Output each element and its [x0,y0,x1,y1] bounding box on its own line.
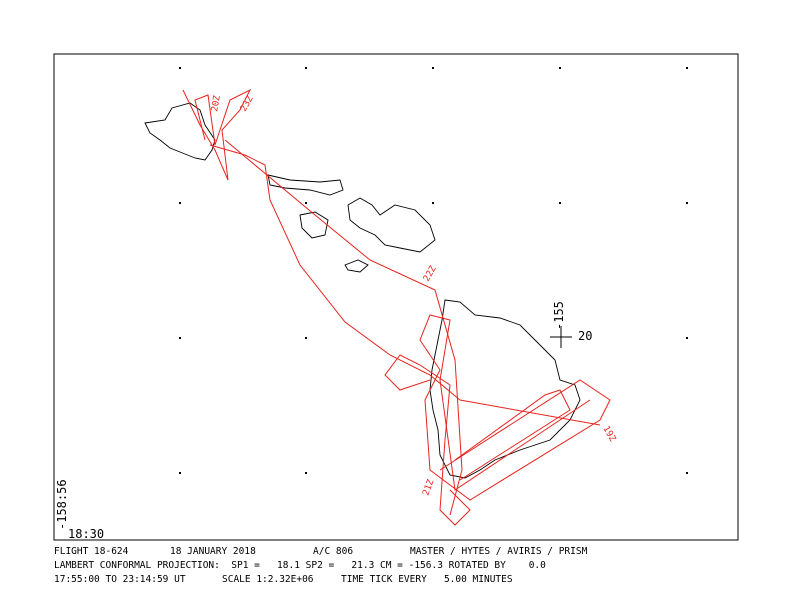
time-range: 17:55:00 TO 23:14:59 UT [54,574,186,585]
flight-id: FLIGHT 18-624 [54,546,129,557]
ref-lat: 20 [578,329,592,343]
tick-interval: TIME TICK EVERY 5.00 MINUTES [341,574,513,585]
flight-date: 18 JANUARY 2018 [170,546,256,557]
ref-lon: -155 [552,301,566,330]
footer: FLIGHT 18-624 18 JANUARY 2018 A/C 806 MA… [54,546,588,585]
corner-lat: 18:30 [68,527,104,541]
time-label: 21Z [421,478,436,497]
time-label: 19Z [600,425,617,445]
projection: LAMBERT CONFORMAL PROJECTION: SP1 = 18.1… [54,560,546,571]
flight-track [182,88,611,526]
time-label: 22Z [422,264,439,284]
corner-lon: -158:56 [55,479,69,530]
time-label: 20Z [210,94,223,112]
scale: SCALE 1:2.32E+06 [222,574,314,585]
aircraft: A/C 806 [313,546,353,557]
reference-cross [550,326,572,348]
time-label: 23Z [239,94,256,114]
map-frame [53,53,739,541]
grid-dots [179,67,688,474]
instruments: MASTER / HYTES / AVIRIS / PRISM [410,546,588,557]
